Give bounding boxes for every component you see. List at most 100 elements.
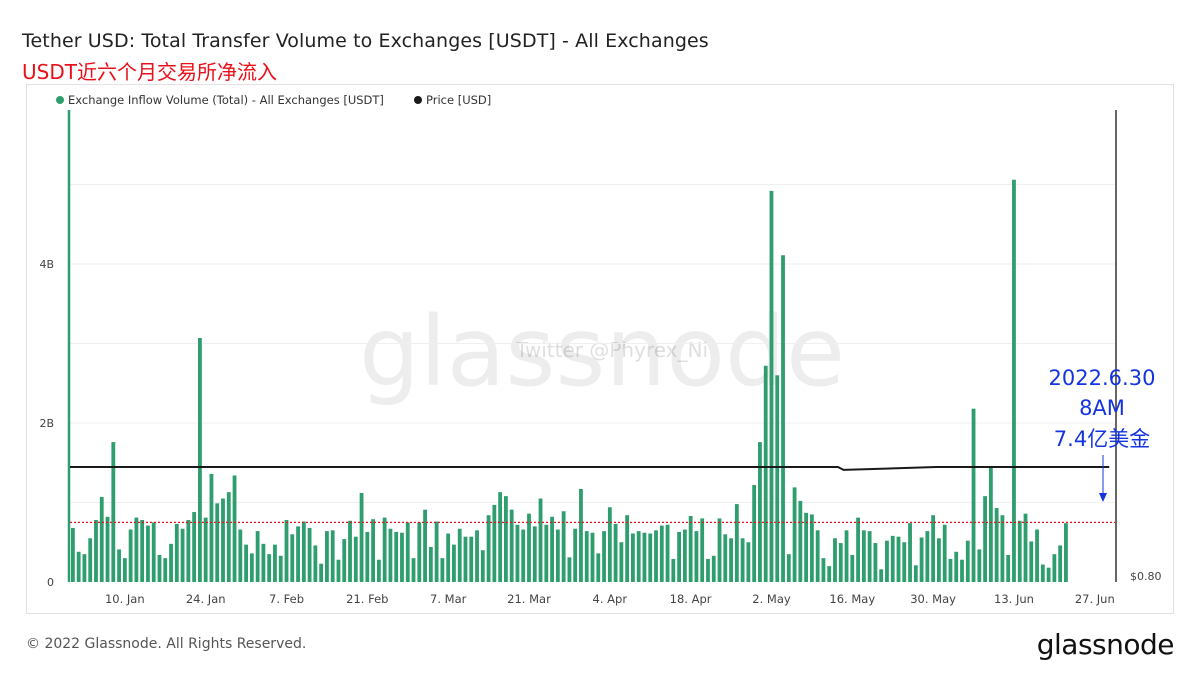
bar (382, 517, 387, 582)
bar (428, 547, 433, 582)
bar (665, 524, 670, 582)
bar (763, 365, 768, 582)
bar (1017, 520, 1022, 582)
bar (325, 531, 329, 582)
bar (960, 559, 964, 582)
bar (480, 550, 485, 582)
bar (769, 190, 774, 583)
bar (688, 516, 693, 582)
bar (625, 515, 630, 582)
bar (353, 536, 358, 582)
bar (694, 531, 699, 582)
bar (729, 538, 733, 582)
bar (348, 520, 352, 582)
bar (856, 517, 860, 582)
bar (261, 543, 266, 582)
bar (336, 559, 341, 582)
bar (446, 533, 451, 582)
y-right-tick-label: $0.80 (1130, 570, 1162, 583)
bar (307, 527, 312, 582)
bar (798, 500, 803, 582)
bar (983, 496, 987, 582)
bar (1040, 564, 1045, 582)
bar (388, 528, 393, 582)
bar (486, 515, 491, 582)
bar (965, 540, 970, 582)
bars (70, 179, 1068, 583)
bar (942, 524, 947, 582)
legend-marker-inflow (56, 96, 64, 104)
bar (157, 554, 162, 582)
bar (758, 442, 762, 582)
bar (550, 516, 554, 582)
bar (76, 551, 81, 582)
bar (417, 522, 422, 583)
bar (954, 551, 959, 582)
watermark-credit: Twitter @Phyrex_Ni (515, 338, 708, 362)
bar (908, 523, 912, 582)
bar (919, 537, 924, 582)
annotation-time: 8AM (1079, 396, 1125, 420)
bar (278, 555, 283, 582)
y-tick-label: 2B (39, 417, 54, 430)
bar (873, 543, 878, 582)
bar (775, 375, 780, 582)
bar (555, 529, 560, 582)
bar (244, 544, 248, 582)
x-tick-label: 2. May (752, 592, 791, 606)
bar (642, 532, 647, 582)
bar (890, 535, 895, 582)
bar (988, 465, 993, 582)
bar (636, 531, 641, 582)
bar (833, 538, 837, 582)
bar (567, 557, 572, 582)
bar (313, 545, 318, 582)
bar (151, 522, 156, 583)
bar (376, 559, 381, 582)
bar (509, 509, 514, 582)
bar (579, 488, 583, 582)
x-tick-label: 10. Jan (105, 592, 145, 606)
bar (631, 533, 635, 582)
bar (111, 442, 116, 582)
legend-label-inflow: Exchange Inflow Volume (Total) - All Exc… (68, 93, 384, 107)
bar (469, 536, 474, 582)
bar (82, 554, 87, 582)
bar (342, 539, 347, 582)
bar (411, 558, 416, 582)
bar (198, 337, 202, 582)
bar (717, 518, 722, 582)
bar (538, 498, 543, 582)
bar (232, 475, 237, 582)
bar (948, 558, 953, 582)
bar (440, 558, 445, 582)
bar (174, 523, 179, 582)
chart-subtitle: USDT近六个月交易所净流入 (22, 60, 277, 84)
price-line (70, 466, 1110, 471)
bar (867, 531, 872, 582)
x-tick-label: 24. Jan (186, 592, 226, 606)
bar (94, 519, 98, 582)
bar (734, 504, 739, 582)
y-tick-labels: 0 2B 4B (39, 258, 54, 589)
bar (215, 503, 220, 582)
bar (815, 530, 820, 582)
footer-logo: glassnode (1036, 628, 1175, 661)
annotation-amount: 7.4亿美金 (1054, 427, 1150, 451)
x-tick-label: 7. Feb (269, 592, 304, 606)
bar (221, 498, 225, 582)
axes (67, 110, 1117, 582)
bar (301, 521, 306, 582)
bar (457, 528, 462, 582)
bar (1006, 554, 1011, 582)
bar (544, 524, 549, 582)
bar (1052, 554, 1057, 582)
bar (255, 531, 260, 582)
x-tick-label: 18. Apr (670, 592, 712, 606)
bar (659, 525, 664, 582)
annotation-date: 2022.6.30 (1049, 366, 1156, 390)
bar (290, 534, 295, 582)
bar (977, 549, 982, 582)
bar (203, 517, 208, 582)
bar (527, 513, 531, 582)
